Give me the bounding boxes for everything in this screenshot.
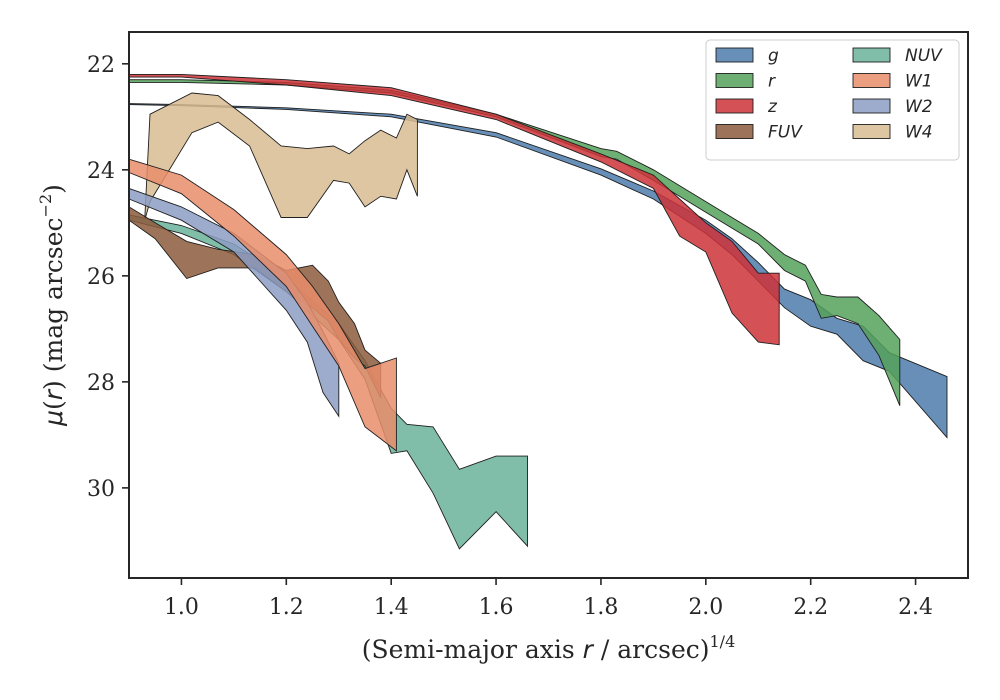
x-axis: 1.0 1.2 1.4 1.6 1.8 2.0 2.2 2.4 xyxy=(164,578,933,620)
x-axis-label-rest: / arcsec) xyxy=(593,635,710,664)
y-tick-label: 24 xyxy=(87,159,115,184)
y-axis-label-exponent: −2 xyxy=(36,194,55,218)
legend-label: NUV xyxy=(905,46,943,66)
y-axis-label-end: ) xyxy=(39,184,68,194)
legend-swatch xyxy=(852,124,891,139)
y-tick-label: 26 xyxy=(87,265,115,290)
x-axis-label-exponent: 1/4 xyxy=(710,632,736,651)
y-axis-label-var: r xyxy=(39,388,68,400)
legend-item-fuv: FUV xyxy=(715,123,803,143)
legend-box xyxy=(705,39,960,161)
legend-swatch xyxy=(852,73,891,88)
legend-swatch xyxy=(715,47,754,63)
legend-label: W1 xyxy=(905,72,933,92)
y-axis-label-open: ( xyxy=(39,400,68,410)
legend-swatch xyxy=(852,98,891,114)
y-axis: 22 24 26 28 30 xyxy=(87,53,129,502)
x-axis-label-var: r xyxy=(583,635,595,664)
legend-swatch xyxy=(852,47,891,63)
legend-item-w1: W1 xyxy=(852,72,933,92)
legend-label: FUV xyxy=(768,123,803,143)
legend-item-g: g xyxy=(715,46,779,66)
legend-label: r xyxy=(768,72,776,92)
band-z xyxy=(128,73,780,346)
legend-item-r: r xyxy=(715,72,776,92)
legend-label: g xyxy=(768,46,779,66)
legend: grz FUV NUV W1 W2 W4 xyxy=(705,39,960,161)
legend-item-z: z xyxy=(715,97,778,117)
x-tick-label: 2.0 xyxy=(688,595,723,620)
x-axis-label-main: (Semi-major axis xyxy=(362,635,583,664)
y-tick-label: 22 xyxy=(87,53,115,78)
band-w1 xyxy=(128,158,397,452)
legend-item-w2: W2 xyxy=(852,97,933,117)
x-tick-label: 1.8 xyxy=(583,595,618,620)
y-axis-label: μ(r) (mag arcsec−2) xyxy=(36,184,68,427)
y-axis-label-text: ) (mag arcsec xyxy=(39,217,68,390)
x-tick-label: 1.0 xyxy=(164,595,199,620)
x-tick-label: 1.6 xyxy=(479,595,514,620)
legend-label: W2 xyxy=(905,97,933,117)
legend-item-nuv: NUV xyxy=(852,46,943,66)
x-axis-label: (Semi-major axis r / arcsec)1/4 xyxy=(362,632,736,664)
y-axis-label-mu: μ xyxy=(39,410,68,427)
legend-label: z xyxy=(767,97,778,117)
legend-swatch xyxy=(715,124,754,139)
series-bands xyxy=(128,73,948,550)
plot-frame xyxy=(128,31,969,579)
legend-swatch xyxy=(715,73,754,88)
band-w4 xyxy=(144,92,418,221)
y-tick-label: 30 xyxy=(87,477,115,502)
legend-label: W4 xyxy=(905,123,933,143)
x-tick-label: 1.2 xyxy=(269,595,304,620)
legend-item-w4: W4 xyxy=(852,123,933,143)
x-tick-label: 2.2 xyxy=(793,595,828,620)
band-g xyxy=(128,103,948,439)
y-tick-label: 28 xyxy=(87,371,115,396)
legend-swatch xyxy=(715,98,754,114)
x-tick-label: 1.4 xyxy=(374,595,409,620)
x-tick-label: 2.4 xyxy=(898,595,933,620)
